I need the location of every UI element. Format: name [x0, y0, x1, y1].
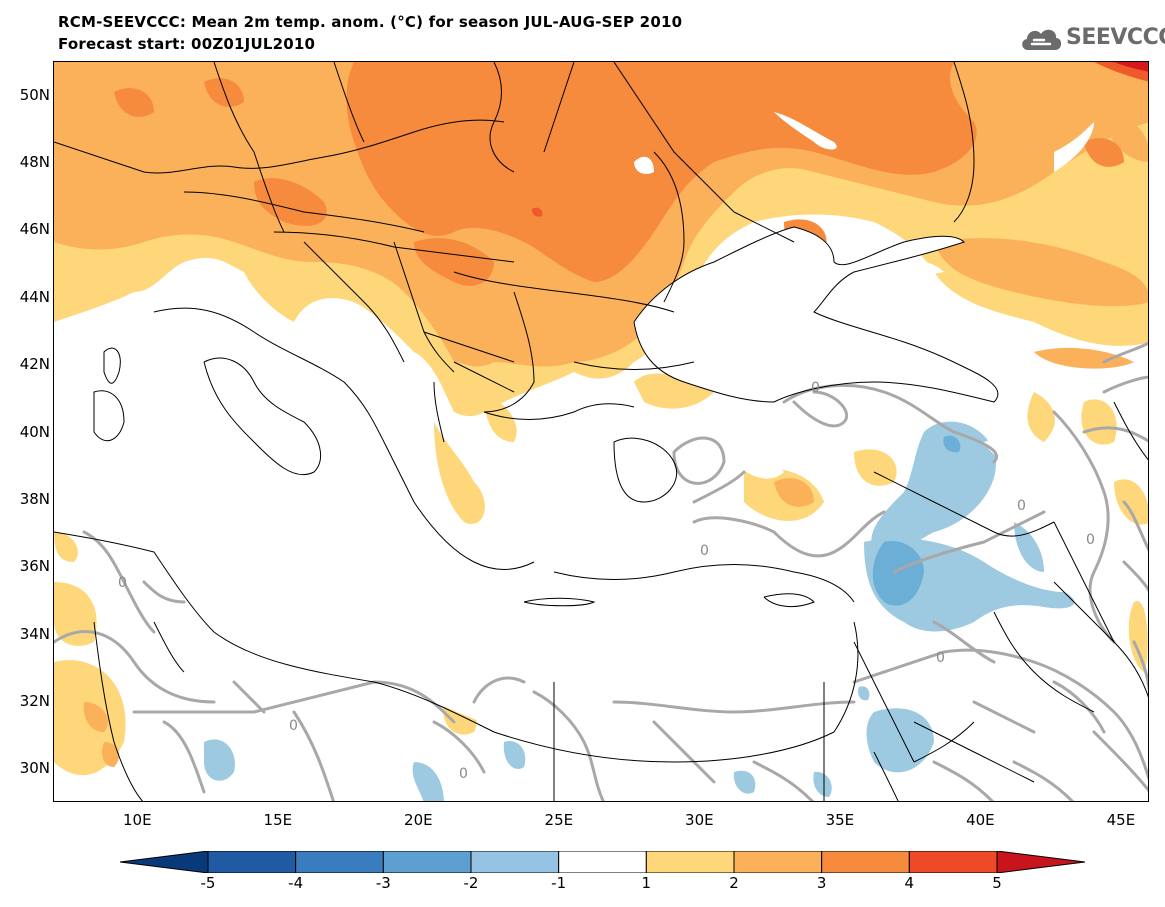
lat-tick-label: 30N	[19, 759, 50, 778]
zero-contours	[54, 341, 1148, 801]
lon-tick-label: 45E	[1106, 811, 1136, 829]
water-bodies	[54, 112, 1094, 767]
colorbar-tick-label: -2	[463, 874, 479, 892]
lat-tick-label: 50N	[19, 85, 50, 104]
lat-tick-label: 44N	[19, 287, 50, 306]
map-title: RCM-SEEVCCC: Mean 2m temp. anom. (°C) fo…	[58, 13, 683, 31]
map-canvas: 0 0 0 0 0 0 0 0	[54, 62, 1148, 801]
colorbar	[120, 851, 1085, 873]
coastlines	[54, 226, 999, 763]
lat-tick-label: 38N	[19, 489, 50, 508]
colorbar-tick-label: 4	[904, 874, 915, 892]
colorbar-segment	[470, 851, 560, 873]
colorbar-tick-label: 1	[641, 874, 652, 892]
lat-tick-label: 40N	[19, 422, 50, 441]
country-borders	[54, 62, 1148, 801]
colorbar-segment	[558, 851, 647, 873]
colorbar-tick-label: 2	[729, 874, 739, 892]
anomaly-fill-4-plus	[531, 62, 1148, 217]
lat-tick-label: 34N	[19, 624, 50, 643]
colorbar-segment	[295, 851, 384, 873]
colorbar-segment	[821, 851, 910, 873]
seevccc-logo: SEEVCCC	[1018, 22, 1165, 56]
lon-tick-label: 40E	[966, 811, 995, 829]
colorbar-segment	[382, 851, 472, 873]
contour-label: 0	[1086, 532, 1095, 548]
colorbar-segment	[645, 851, 735, 873]
lon-tick-label: 10E	[123, 811, 152, 829]
colorbar-tick-label: 3	[816, 874, 827, 892]
colorbar-segment	[733, 851, 823, 873]
colorbar-segment	[207, 851, 297, 873]
anomaly-map: 0 0 0 0 0 0 0 0	[53, 61, 1149, 802]
colorbar-tick-label: -4	[288, 874, 304, 892]
lat-tick-label: 36N	[19, 557, 50, 576]
contour-label: 0	[459, 766, 468, 782]
lat-tick-label: 32N	[19, 691, 50, 710]
colorbar-low-extension	[120, 851, 209, 873]
lat-tick-label: 48N	[19, 153, 50, 172]
colorbar-segment	[908, 851, 998, 873]
contour-label: 0	[700, 543, 709, 559]
lon-tick-label: 35E	[825, 811, 855, 829]
logo-text: SEEVCCC	[1066, 25, 1165, 50]
lat-tick-label: 42N	[19, 355, 50, 374]
colorbar-tick-label: -5	[200, 874, 216, 892]
colorbar-tick-label: -3	[375, 874, 391, 892]
contour-label: 0	[289, 718, 298, 734]
colorbar-high-extension	[996, 851, 1085, 873]
contour-label: 0	[811, 380, 820, 396]
lon-tick-label: 30E	[685, 811, 714, 829]
contour-label: 0	[936, 650, 945, 666]
contour-labels: 0 0 0 0 0 0 0 0	[118, 380, 1095, 782]
contour-label: 0	[118, 575, 127, 591]
contour-label: 0	[1017, 498, 1026, 514]
cloud-icon	[1022, 29, 1062, 50]
colorbar-tick-label: -1	[551, 874, 567, 892]
colorbar-tick-label: 5	[992, 874, 1002, 892]
lon-tick-label: 25E	[544, 811, 574, 829]
lon-tick-label: 15E	[263, 811, 293, 829]
forecast-start-subtitle: Forecast start: 00Z01JUL2010	[58, 35, 316, 53]
lat-tick-label: 46N	[19, 220, 50, 239]
lon-tick-label: 20E	[404, 811, 433, 829]
